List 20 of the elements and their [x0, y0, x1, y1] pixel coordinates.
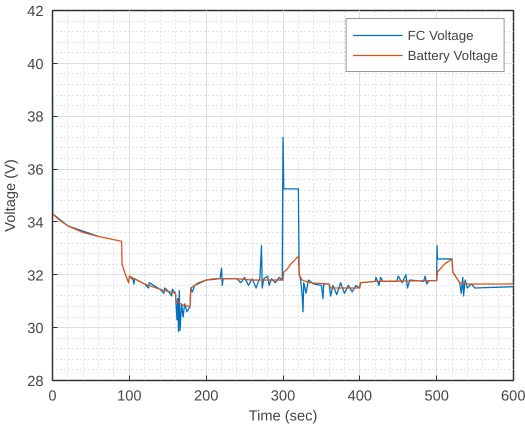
y-tick-label: 30	[27, 321, 44, 338]
legend-label: FC Voltage	[408, 28, 474, 42]
y-axis-title: Voltage (V)	[3, 159, 20, 232]
y-tick-label: 28	[27, 374, 44, 390]
y-tick-label: 34	[27, 215, 44, 232]
x-tick-label: 300	[270, 388, 296, 404]
x-tick-label: 400	[348, 388, 372, 404]
x-tick-label: 500	[424, 388, 449, 404]
y-tick-label: 32	[27, 268, 44, 284]
y-tick-label: 42	[27, 4, 44, 20]
y-tick-label: 38	[27, 110, 44, 126]
x-tick-label: 600	[501, 388, 525, 404]
line-series	[52, 213, 514, 308]
x-tick-label: 200	[194, 388, 218, 404]
y-tick-label: 36	[27, 162, 44, 179]
x-tick-label: 0	[48, 388, 57, 404]
x-axis-title: Time (sec)	[248, 408, 318, 424]
y-tick-label: 40	[27, 56, 44, 73]
legend-label: Battery Voltage	[408, 48, 498, 62]
x-tick-label: 100	[117, 388, 142, 404]
